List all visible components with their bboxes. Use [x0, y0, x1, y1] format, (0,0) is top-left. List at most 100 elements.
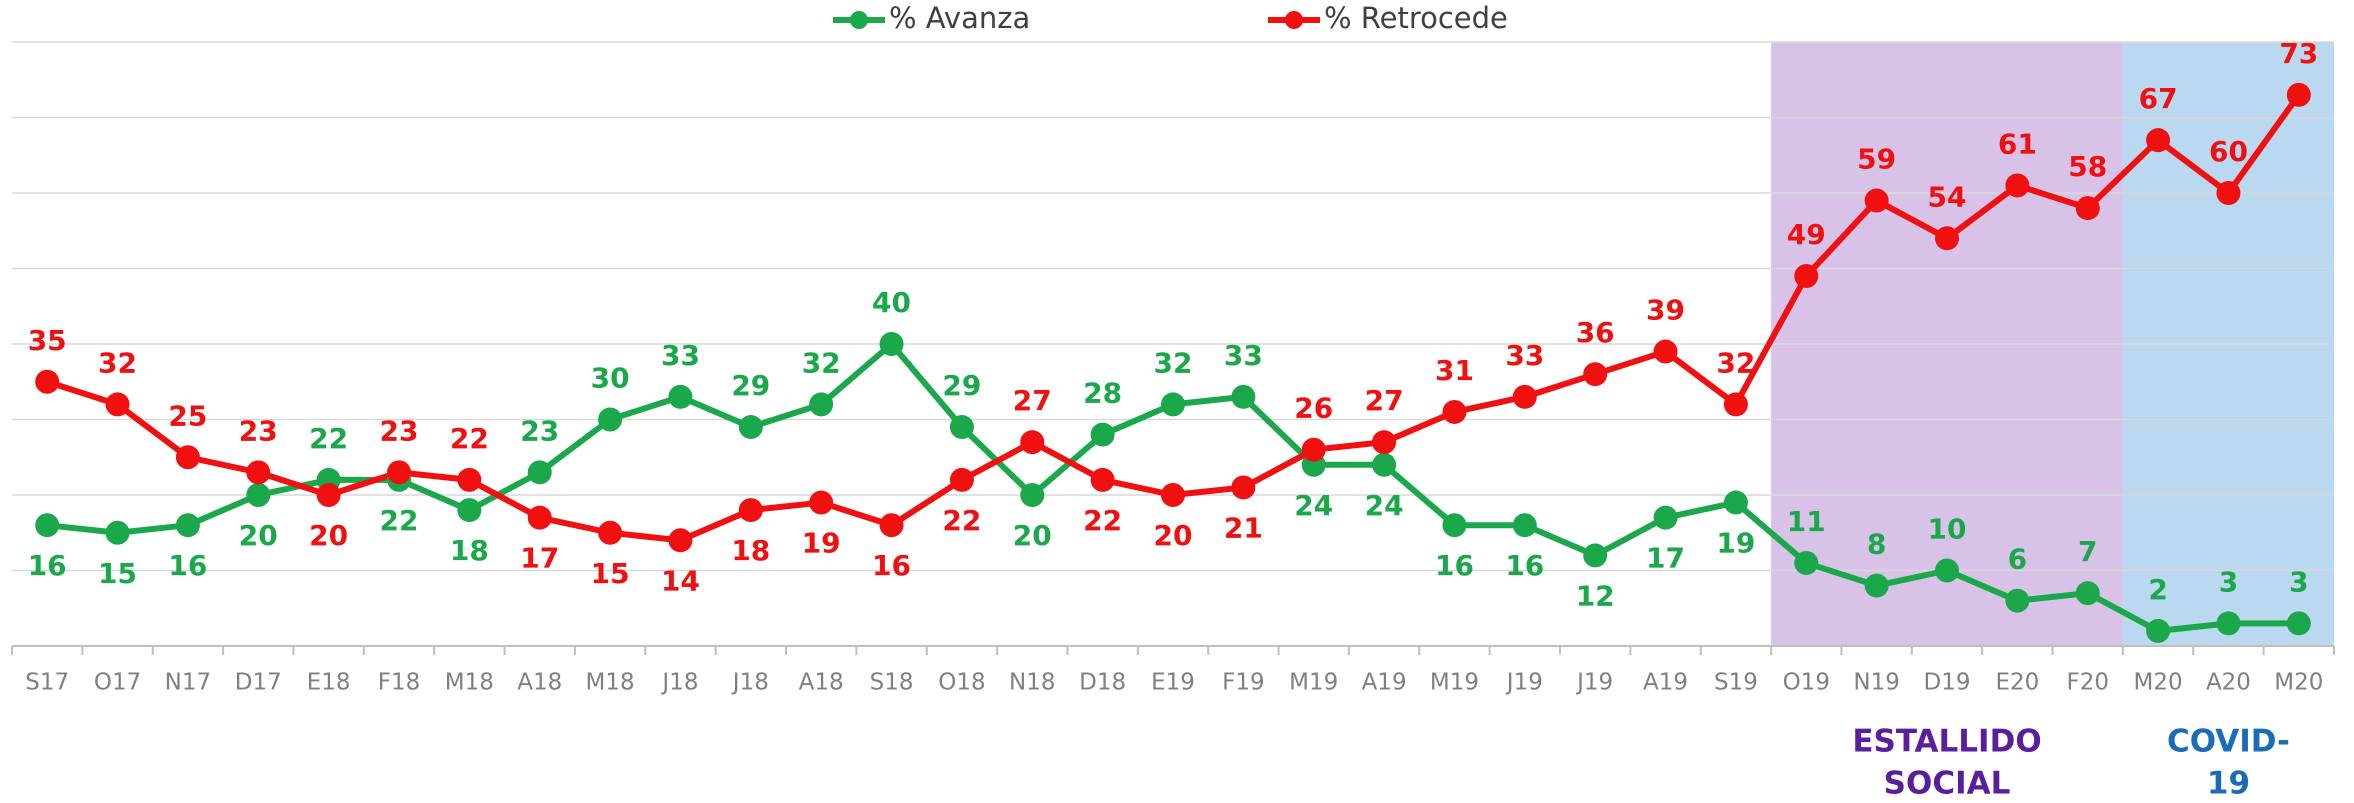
series-point [1935, 558, 1959, 583]
x-tick-label: S17 [25, 670, 69, 696]
series-point [1864, 573, 1889, 598]
series-point [1653, 339, 1678, 364]
series-point [1583, 543, 1608, 568]
data-label: 18 [731, 534, 770, 567]
x-tick-label: J19 [1505, 670, 1543, 696]
data-label: 12 [1576, 579, 1615, 612]
data-label: 30 [591, 362, 630, 395]
series-point [668, 384, 693, 409]
x-tick-label: O19 [1783, 670, 1830, 696]
series-point [1372, 430, 1397, 455]
series-point [105, 392, 130, 417]
data-label: 17 [520, 542, 559, 575]
data-label: 40 [872, 286, 911, 319]
x-tick-label: A18 [517, 670, 562, 696]
x-tick-label: S19 [1714, 670, 1758, 696]
series-point [35, 513, 60, 538]
x-tick-label: F19 [1222, 670, 1265, 696]
x-tick-label: N19 [1853, 670, 1899, 696]
region-label: SOCIAL [1884, 766, 2011, 802]
data-label: 17 [1646, 542, 1685, 575]
data-label: 18 [450, 534, 489, 567]
series-point [598, 407, 623, 432]
series-point [809, 392, 834, 417]
series-point [246, 483, 271, 507]
data-label: 22 [942, 504, 981, 537]
series-point [2146, 128, 2171, 153]
series-point [1161, 392, 1185, 417]
series-point [2216, 181, 2241, 205]
data-label: 8 [1867, 528, 1886, 561]
data-label: 73 [2279, 37, 2318, 70]
x-tick-label: M20 [2274, 670, 2323, 696]
data-label: 26 [1294, 392, 1333, 425]
data-label: 15 [591, 557, 630, 590]
data-label: 16 [1505, 549, 1544, 582]
series-point [387, 460, 411, 485]
series-point [2146, 618, 2171, 643]
x-tick-label: M18 [445, 670, 494, 696]
data-label: 22 [380, 504, 419, 537]
x-tick-label: M19 [1289, 670, 1338, 696]
x-tick-label: A19 [1362, 670, 1407, 696]
data-label: 32 [1716, 346, 1755, 379]
legend-label: % Avanza [889, 1, 1030, 35]
x-tick-label: D19 [1924, 670, 1971, 696]
series-point [35, 369, 60, 394]
series-point [598, 520, 623, 545]
data-label: 16 [1435, 549, 1474, 582]
data-label: 33 [661, 339, 700, 372]
x-tick-label: M20 [2134, 670, 2183, 696]
x-tick-label: O18 [938, 670, 985, 696]
series-point [1020, 430, 1045, 455]
series-point [1794, 550, 1819, 575]
series-point [2075, 196, 2100, 221]
series-point [949, 415, 974, 440]
x-tick-label: M18 [586, 670, 635, 696]
data-label: 60 [2209, 135, 2248, 168]
x-tick-label: M19 [1430, 670, 1479, 696]
data-label: 14 [661, 564, 700, 597]
data-label: 32 [802, 346, 841, 379]
series-point [668, 528, 693, 553]
region-label: 19 [2207, 766, 2250, 802]
x-tick-label: J19 [1575, 670, 1613, 696]
series-point [809, 490, 834, 515]
x-tick-label: S18 [870, 670, 914, 696]
data-label: 23 [239, 414, 278, 447]
series-point [2286, 611, 2311, 636]
legend-label: % Retrocede [1324, 1, 1508, 35]
series-point [1442, 513, 1467, 538]
series-point [1231, 475, 1256, 500]
series-point [1935, 226, 1959, 251]
series-point [1020, 483, 1045, 507]
data-label: 39 [1646, 294, 1685, 327]
legend-marker [1285, 11, 1303, 29]
series-point [1723, 392, 1748, 417]
data-label: 6 [2008, 543, 2027, 576]
series-point [1161, 483, 1185, 507]
series-point [879, 332, 904, 356]
x-tick-label: F18 [378, 670, 421, 696]
data-label: 16 [168, 549, 207, 582]
series-point [1723, 490, 1748, 515]
x-tick-label: F20 [2066, 670, 2109, 696]
data-label: 58 [2068, 150, 2107, 183]
x-tick-label: J18 [731, 670, 769, 696]
series-point [1301, 437, 1326, 462]
series-point [2005, 588, 2030, 613]
series-point [949, 467, 974, 492]
data-label: 33 [1505, 339, 1544, 372]
series-point [1794, 264, 1819, 289]
data-label: 10 [1928, 513, 1967, 546]
data-label: 20 [1013, 519, 1052, 552]
series-point [1512, 384, 1537, 409]
data-label: 21 [1224, 511, 1263, 544]
series-point [246, 460, 271, 485]
data-label: 54 [1928, 180, 1967, 213]
data-label: 29 [942, 369, 981, 402]
data-label: 61 [1998, 127, 2037, 160]
data-label: 27 [1365, 384, 1404, 417]
data-label: 25 [168, 399, 207, 432]
